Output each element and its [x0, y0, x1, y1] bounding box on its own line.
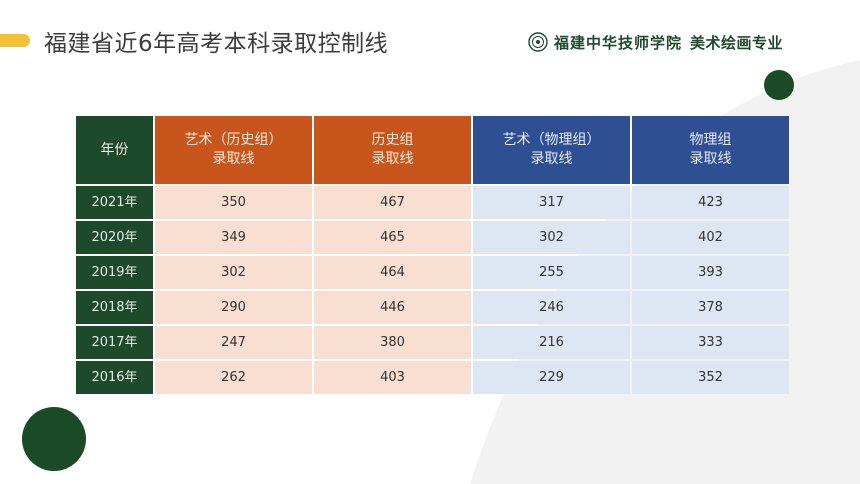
table-header-label: 历史组 — [371, 132, 414, 148]
table-score-cell: 333 — [632, 326, 789, 359]
table-header-cell: 物理组 录取线 — [632, 116, 789, 184]
table-score-cell: 378 — [632, 291, 789, 324]
table-score-cell: 247 — [155, 326, 312, 359]
table-score-cell: 446 — [314, 291, 471, 324]
table-score-cell: 380 — [314, 326, 471, 359]
table-year-cell: 2019年 — [76, 256, 153, 289]
table-score-cell: 465 — [314, 221, 471, 254]
score-table: 年份 艺术（历史组） 录取线 历史组 录取线 艺术（物理组） 录取线 物理组 录取线 2021年 3… — [76, 116, 789, 394]
brand-block: 福建中华技师学院 美术绘画专业 — [528, 30, 783, 54]
table-year-cell: 2017年 — [76, 326, 153, 359]
table-score-cell: 302 — [473, 221, 630, 254]
page-title: 福建省近6年高考本科录取控制线 — [44, 31, 389, 57]
table-score-cell: 246 — [473, 291, 630, 324]
table-score-cell: 229 — [473, 361, 630, 394]
table-score-cell: 255 — [473, 256, 630, 289]
table-year-cell: 2018年 — [76, 291, 153, 324]
table-year-cell: 2020年 — [76, 221, 153, 254]
title-accent-bar — [0, 34, 30, 47]
table-header-cell: 艺术（物理组） 录取线 — [473, 116, 630, 184]
table-year-cell: 2021年 — [76, 186, 153, 219]
decorative-dot-top — [764, 70, 794, 100]
table-score-cell: 402 — [632, 221, 789, 254]
brand-major-name: 美术绘画专业 — [690, 33, 784, 52]
table-score-cell: 352 — [632, 361, 789, 394]
table-year-cell: 2016年 — [76, 361, 153, 394]
table-header-label: 年份 — [100, 141, 129, 158]
table-score-cell: 216 — [473, 326, 630, 359]
table-score-cell: 349 — [155, 221, 312, 254]
table-header-cell: 艺术（历史组） 录取线 — [155, 116, 312, 184]
table-score-cell: 393 — [632, 256, 789, 289]
table-score-cell: 403 — [314, 361, 471, 394]
table-score-cell: 317 — [473, 186, 630, 219]
brand-school-name: 福建中华技师学院 — [554, 33, 683, 52]
table-score-cell: 464 — [314, 256, 471, 289]
table-header-label: 艺术（物理组） — [502, 132, 601, 148]
table-header-cell: 历史组 录取线 — [314, 116, 471, 184]
table-header-cell: 年份 — [76, 116, 153, 184]
table-header-label: 录取线 — [212, 151, 255, 167]
table-score-cell: 302 — [155, 256, 312, 289]
table-header-label: 艺术（历史组） — [184, 132, 283, 148]
table-header-label: 录取线 — [689, 151, 732, 167]
decorative-dot-bottom — [22, 407, 86, 471]
table-score-cell: 262 — [155, 361, 312, 394]
table-header-label: 物理组 — [689, 132, 732, 148]
table-header-label: 录取线 — [530, 151, 573, 167]
table-score-cell: 423 — [632, 186, 789, 219]
table-score-cell: 290 — [155, 291, 312, 324]
school-emblem-icon — [528, 32, 548, 52]
table-score-cell: 350 — [155, 186, 312, 219]
table-score-cell: 467 — [314, 186, 471, 219]
table-header-label: 录取线 — [371, 151, 414, 167]
